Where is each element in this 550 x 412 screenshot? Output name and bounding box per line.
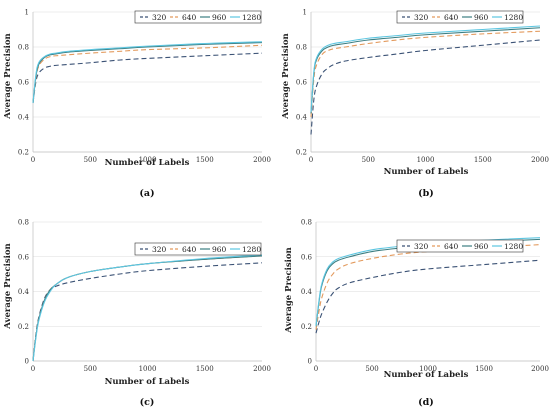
panel-d-xtick-label: 1500 xyxy=(475,365,493,373)
panel-b-legend-label-320: 320 xyxy=(414,13,429,22)
panel-c-xtick-label: 500 xyxy=(84,365,97,373)
panel-c-xtick-label: 0 xyxy=(31,365,35,373)
panel-d-plot: 0 0.2 0.4 0.6 0.8 0 500 1000 1500 2000 320 640 960 12… xyxy=(301,219,549,374)
panel-d-ylabel: Average Precision xyxy=(284,247,294,333)
panel-b: Average Precision Number of Labels (b) xyxy=(281,33,469,199)
panel-b-ytick-label: 1 xyxy=(303,9,307,17)
panel-d-ytick-label: 0.2 xyxy=(301,323,312,331)
panel-a-ylabel: Average Precision xyxy=(3,33,13,119)
panel-d-legend: 320 640 960 1280 xyxy=(396,239,524,253)
panel-d: Average Precision Number of Labels (d) xyxy=(284,247,469,408)
panel-a-ytick-label: 1 xyxy=(25,9,29,17)
panel-b-series-1280-line xyxy=(310,25,541,112)
panel-b-xtick-label: 500 xyxy=(362,156,375,164)
panel-c-ylabel: Average Precision xyxy=(3,243,13,329)
panel-d-ytick-label: 0.6 xyxy=(301,253,313,261)
panel-a-series-960-line xyxy=(32,42,263,104)
panel-d-xtick-label: 2000 xyxy=(531,365,549,373)
panel-b-caption: (b) xyxy=(418,188,434,199)
panel-b-series-640-line xyxy=(310,30,541,118)
panel-c: Average Precision Number of Labels (c) xyxy=(3,243,190,408)
panel-a-xtick-label: 2000 xyxy=(253,156,271,164)
panel-c-legend-label-960: 960 xyxy=(212,245,227,254)
panel-a-legend: 320 640 960 1280 xyxy=(134,10,262,24)
panel-d-series-640-line xyxy=(315,244,541,330)
panel-c-series-960-line xyxy=(32,255,263,362)
panel-c-ytick-label: 0.4 xyxy=(18,288,30,296)
panel-b-legend-label-640: 640 xyxy=(444,13,459,22)
panel-a-legend-box xyxy=(134,10,262,24)
panel-b-ylabel: Average Precision xyxy=(281,33,291,119)
panel-c-series-1280-line xyxy=(32,254,263,362)
panel-a-series-1280-line xyxy=(32,41,263,104)
panel-b-ytick-label: 0.2 xyxy=(296,149,307,157)
panel-c-xtick-label: 1000 xyxy=(139,365,157,373)
panel-d-xtick-label: 500 xyxy=(365,365,378,373)
panel-b-legend-box xyxy=(396,10,524,24)
panel-a-series-640-line xyxy=(32,44,263,104)
panel-b-ytick-label: 0.8 xyxy=(296,44,307,52)
panel-d-xlabel: Number of Labels xyxy=(384,370,469,380)
panel-b-series-960-line xyxy=(310,27,541,114)
panel-d-series-960-line xyxy=(315,238,541,327)
panel-a-plot: 0.2 0.4 0.6 0.8 1 0 500 1000 1500 2000 320 640 960 12… xyxy=(18,9,271,165)
panel-d-legend-label-320: 320 xyxy=(414,242,429,251)
panel-a-legend-label-960: 960 xyxy=(212,13,227,22)
panel-b-plot: 0.2 0.4 0.6 0.8 1 0 500 1000 1500 2000 320 640 960 12… xyxy=(296,9,549,165)
panel-c-legend-label-320: 320 xyxy=(152,245,167,254)
panel-d-ytick-label: 0.4 xyxy=(301,288,313,296)
panel-c-legend: 320 640 960 1280 xyxy=(134,242,262,256)
panel-c-xlabel: Number of Labels xyxy=(105,377,190,387)
panel-d-legend-label-1280: 1280 xyxy=(504,242,523,251)
panel-c-caption: (c) xyxy=(140,397,155,408)
panel-c-ytick-label: 0.6 xyxy=(18,253,30,261)
panel-b-xtick-label: 1000 xyxy=(417,156,435,164)
panel-c-legend-label-640: 640 xyxy=(182,245,197,254)
panel-d-legend-label-640: 640 xyxy=(444,242,459,251)
panel-b-xtick-label: 2000 xyxy=(531,156,549,164)
panel-d-legend-label-960: 960 xyxy=(474,242,489,251)
panel-b-ytick-label: 0.6 xyxy=(296,79,308,87)
panel-a-series-320-line xyxy=(32,52,263,104)
panel-b-legend-label-960: 960 xyxy=(474,13,489,22)
panel-a-xtick-label: 500 xyxy=(84,156,97,164)
panel-a-legend-label-640: 640 xyxy=(182,13,197,22)
panel-d-legend-box xyxy=(396,239,524,253)
panel-d-caption: (d) xyxy=(418,397,434,408)
panel-c-legend-label-1280: 1280 xyxy=(242,245,261,254)
panel-a-xtick-label: 1500 xyxy=(196,156,214,164)
panel-a-xlabel: Number of Labels xyxy=(105,158,190,168)
panel-a-ytick-label: 0.8 xyxy=(18,44,29,52)
panel-a-ytick-label: 0.4 xyxy=(18,114,30,122)
panel-a-caption: (a) xyxy=(139,188,154,199)
panel-a-xtick-label: 0 xyxy=(31,156,35,164)
panel-c-ytick-label: 0 xyxy=(25,358,29,366)
panel-a-ytick-label: 0.2 xyxy=(18,149,29,157)
panel-c-series-640-line xyxy=(32,255,263,362)
panel-b-xlabel: Number of Labels xyxy=(384,167,469,177)
panel-c-xtick-label: 2000 xyxy=(253,365,271,373)
panel-c-xtick-label: 1500 xyxy=(196,365,214,373)
panel-c-ytick-label: 0.2 xyxy=(18,323,29,331)
panel-c-ytick-label: 0.8 xyxy=(18,219,29,227)
panel-a-ytick-label: 0.6 xyxy=(18,79,30,87)
panel-b-ytick-label: 0.4 xyxy=(296,114,308,122)
panel-d-ytick-label: 0.8 xyxy=(301,219,312,227)
panel-b-legend-label-1280: 1280 xyxy=(504,13,523,22)
panel-d-xtick-label: 1000 xyxy=(419,365,437,373)
panel-b-xtick-label: 1500 xyxy=(474,156,492,164)
panel-d-ytick-label: 0 xyxy=(308,358,312,366)
panel-b-series-320-line xyxy=(310,39,541,135)
panel-d-series-320-line xyxy=(315,259,541,334)
panel-c-legend-box xyxy=(134,242,262,256)
panel-a: Average Precision Number of Labels (a) xyxy=(3,33,190,199)
panel-c-plot: 0 0.2 0.4 0.6 0.8 0 500 1000 1500 2000 320 640 960 12… xyxy=(18,219,271,374)
panel-b-xtick-label: 0 xyxy=(309,156,313,164)
panel-a-xtick-label: 1000 xyxy=(139,156,157,164)
panel-b-legend: 320 640 960 1280 xyxy=(396,10,524,24)
panel-a-legend-label-320: 320 xyxy=(152,13,167,22)
panel-a-legend-label-1280: 1280 xyxy=(242,13,261,22)
panel-d-xtick-label: 0 xyxy=(314,365,318,373)
